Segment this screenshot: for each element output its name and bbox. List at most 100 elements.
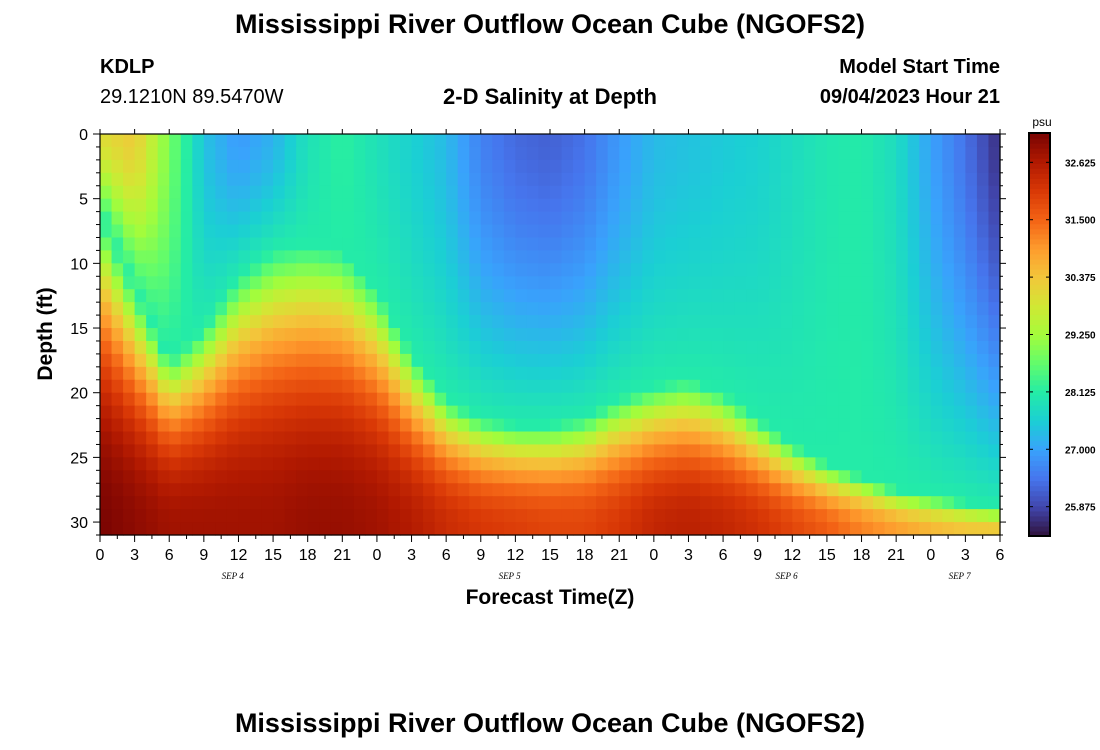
heatmap-cell bbox=[850, 340, 863, 355]
heatmap-cell bbox=[826, 159, 840, 174]
heatmap-cell bbox=[342, 483, 355, 497]
heatmap-cell bbox=[192, 185, 205, 200]
heatmap-cell bbox=[180, 444, 193, 458]
heatmap-cell bbox=[400, 353, 413, 368]
heatmap-cell bbox=[815, 405, 828, 420]
heatmap-cell bbox=[134, 328, 147, 342]
heatmap-cell bbox=[561, 496, 574, 510]
heatmap-cell bbox=[700, 263, 713, 277]
heatmap-cell bbox=[550, 483, 563, 497]
heatmap-cell bbox=[976, 431, 990, 446]
heatmap-cell bbox=[861, 444, 874, 458]
heatmap-cell bbox=[792, 470, 805, 484]
heatmap-cell bbox=[642, 263, 655, 277]
heatmap-cell bbox=[434, 302, 447, 316]
heatmap-cell bbox=[919, 211, 932, 226]
heatmap-cell bbox=[503, 379, 516, 394]
heatmap-cell bbox=[711, 431, 724, 446]
heatmap-cell bbox=[215, 418, 228, 433]
heatmap-cell bbox=[319, 185, 332, 200]
heatmap-cell bbox=[273, 379, 286, 394]
heatmap-cell bbox=[250, 315, 263, 329]
heatmap-cell bbox=[469, 289, 482, 303]
heatmap-cell bbox=[642, 289, 655, 303]
heatmap-cell bbox=[423, 340, 436, 355]
colorbar-swatch bbox=[1029, 495, 1050, 502]
colorbar-swatch bbox=[1029, 500, 1050, 507]
heatmap-cell bbox=[100, 198, 113, 213]
heatmap-cell bbox=[180, 185, 193, 200]
heatmap-cell bbox=[861, 405, 874, 420]
heatmap-cell bbox=[665, 470, 678, 484]
heatmap-cell bbox=[780, 211, 793, 226]
heatmap-cell bbox=[215, 134, 228, 148]
heatmap-cell bbox=[100, 444, 113, 458]
heatmap-cell bbox=[826, 302, 840, 316]
heatmap-cell bbox=[838, 328, 851, 342]
heatmap-cell bbox=[261, 405, 274, 420]
heatmap-cell bbox=[780, 483, 793, 497]
x-tick-label: 12 bbox=[230, 547, 248, 564]
colorbar-swatch bbox=[1029, 430, 1050, 436]
heatmap-cell bbox=[261, 496, 274, 510]
colorbar-swatch bbox=[1029, 233, 1050, 240]
heatmap-cell bbox=[457, 146, 470, 161]
heatmap-cell bbox=[884, 418, 897, 433]
heatmap-cell bbox=[526, 198, 540, 213]
heatmap-cell bbox=[942, 470, 955, 484]
heatmap-cell bbox=[146, 522, 159, 536]
heatmap-cell bbox=[676, 366, 690, 381]
heatmap-cell bbox=[838, 496, 851, 510]
heatmap-cell bbox=[100, 146, 113, 161]
heatmap-cell bbox=[423, 198, 436, 213]
heatmap-cell bbox=[330, 302, 343, 316]
heatmap-cell bbox=[123, 366, 136, 381]
heatmap-cell bbox=[273, 457, 286, 471]
colorbar-swatch bbox=[1029, 329, 1050, 336]
heatmap-cell bbox=[942, 237, 955, 252]
heatmap-cell bbox=[400, 250, 413, 264]
heatmap-cell bbox=[423, 211, 436, 226]
heatmap-cell bbox=[838, 146, 851, 161]
heatmap-cell bbox=[734, 405, 747, 420]
heatmap-cell bbox=[769, 211, 782, 226]
heatmap-cell bbox=[238, 405, 251, 420]
heatmap-cell bbox=[873, 340, 886, 355]
heatmap-cell bbox=[400, 418, 413, 433]
heatmap-cell bbox=[192, 211, 205, 226]
heatmap-cell bbox=[226, 315, 240, 329]
heatmap-cell bbox=[665, 444, 678, 458]
heatmap-cell bbox=[226, 496, 240, 510]
colorbar-swatch bbox=[1029, 364, 1050, 371]
heatmap-cell bbox=[803, 509, 816, 523]
heatmap-cell bbox=[676, 224, 690, 239]
heatmap-cell bbox=[676, 457, 690, 471]
heatmap-cell bbox=[930, 470, 943, 484]
heatmap-cell bbox=[607, 211, 620, 226]
heatmap-cell bbox=[503, 315, 516, 329]
heatmap-cell bbox=[492, 302, 505, 316]
heatmap-cell bbox=[873, 470, 886, 484]
heatmap-cell bbox=[850, 405, 863, 420]
heatmap-cell bbox=[734, 172, 747, 187]
heatmap-cell bbox=[700, 198, 713, 213]
heatmap-cell bbox=[896, 328, 909, 342]
heatmap-cell bbox=[769, 392, 782, 407]
heatmap-cell bbox=[884, 431, 897, 446]
heatmap-cell bbox=[965, 379, 978, 394]
heatmap-cell bbox=[676, 172, 690, 187]
heatmap-cell bbox=[123, 289, 136, 303]
heatmap-cell bbox=[723, 302, 736, 316]
heatmap-cell bbox=[688, 457, 701, 471]
heatmap-cell bbox=[192, 315, 205, 329]
chart-title: Mississippi River Outflow Ocean Cube (NG… bbox=[234, 9, 866, 39]
heatmap-cell bbox=[965, 263, 978, 277]
heatmap-cell bbox=[157, 302, 170, 316]
heatmap-cell bbox=[238, 159, 251, 174]
heatmap-cell bbox=[688, 522, 701, 536]
heatmap-cell bbox=[250, 263, 263, 277]
heatmap-cell bbox=[653, 353, 666, 368]
heatmap-cell bbox=[526, 211, 540, 226]
heatmap-cell bbox=[896, 146, 909, 161]
heatmap-cell bbox=[792, 289, 805, 303]
